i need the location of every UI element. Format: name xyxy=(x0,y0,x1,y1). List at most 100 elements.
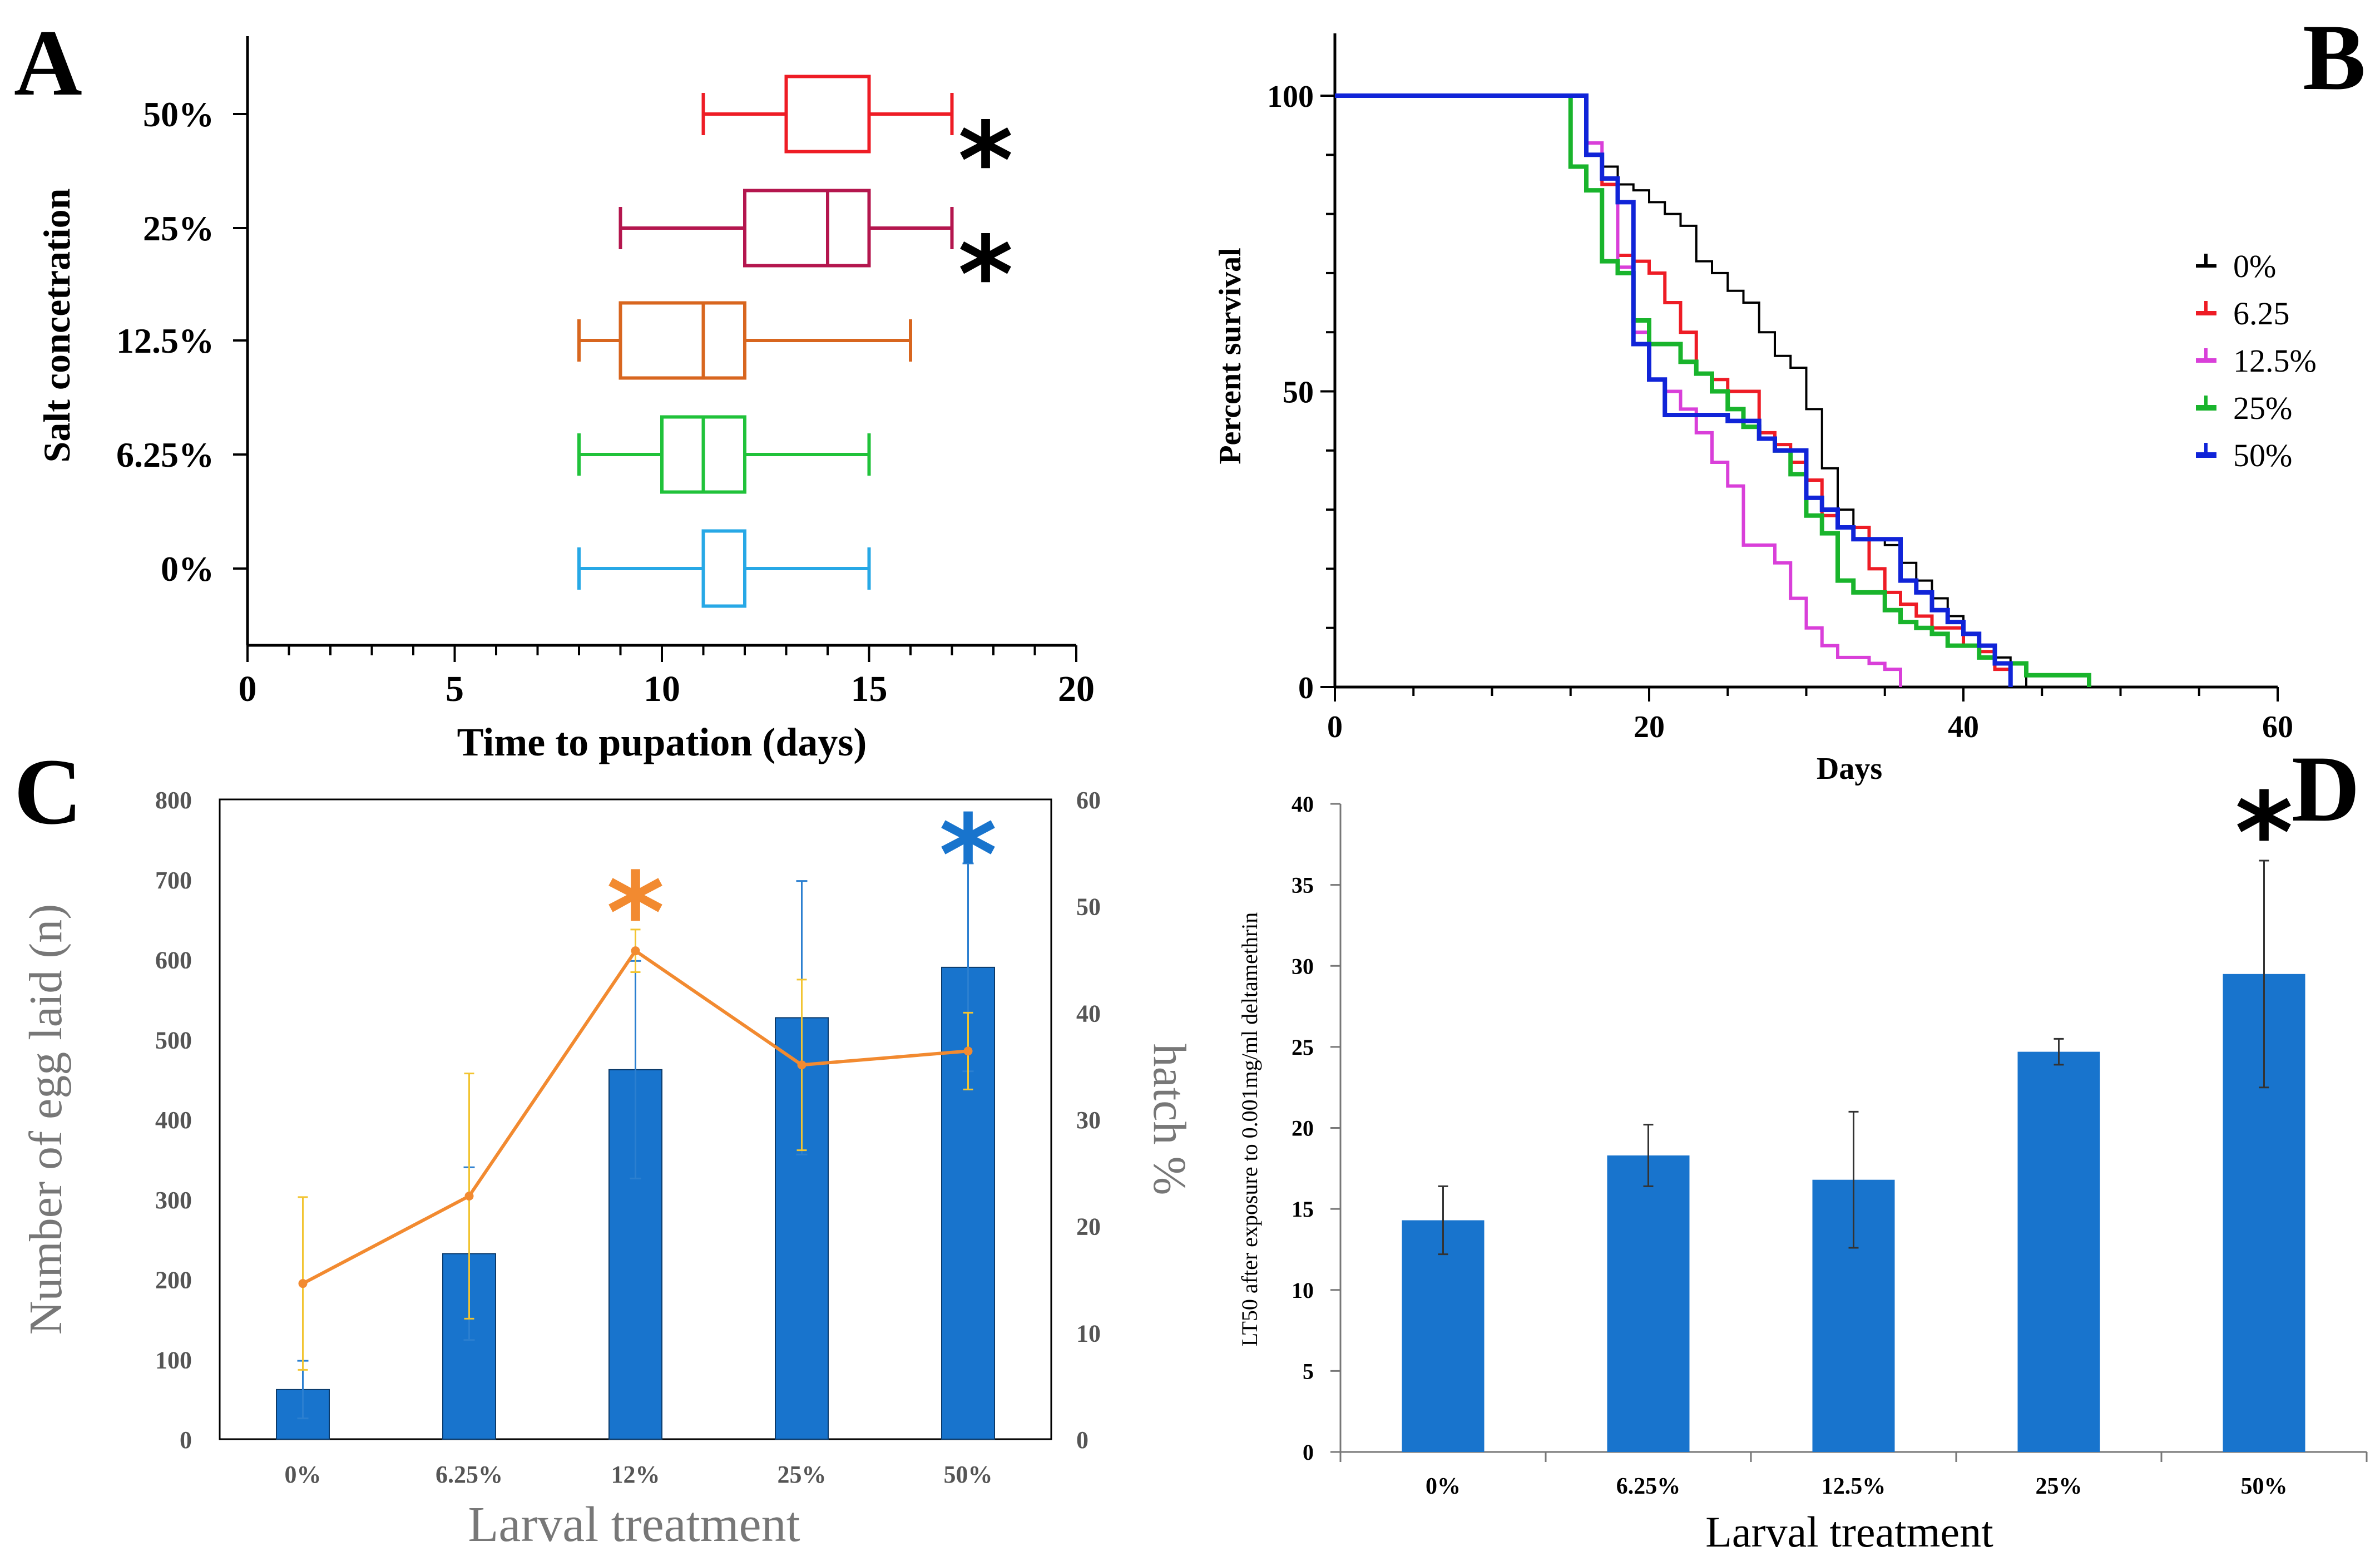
panel-a-box xyxy=(618,189,954,268)
panel-d-y-tick-label: 35 xyxy=(1292,873,1314,898)
panel-d-category-label: 12.5% xyxy=(1822,1474,1886,1499)
panel-d-bar-group xyxy=(1402,1185,1485,1452)
panel-a-iqr-box xyxy=(784,75,871,154)
panel-d-category-label: 6.25% xyxy=(1616,1474,1681,1499)
panel-c-hatch-point xyxy=(631,946,640,956)
panel-b-legend-label: 12.5% xyxy=(2233,343,2317,379)
panel-a-x-axis-label: Time to pupation (days) xyxy=(457,720,867,764)
panel-d-y-tick-label: 40 xyxy=(1292,792,1314,817)
panel-a-category-label: 6.25% xyxy=(116,435,214,475)
panel-b-legend-entry: 6.25 xyxy=(2196,295,2290,332)
panel-a-category-label: 50% xyxy=(143,95,214,134)
panel-c-y2-tick-label: 10 xyxy=(1076,1320,1101,1347)
panel-d-y-tick-label: 30 xyxy=(1292,954,1314,979)
panel-d-bar-group xyxy=(2017,1038,2100,1452)
panel-a-box xyxy=(701,75,954,154)
panel-d-y-tick-label: 0 xyxy=(1303,1440,1314,1465)
panel-c-category-label: 0% xyxy=(285,1461,321,1488)
panel-letter-b: B xyxy=(2303,5,2366,110)
panel-d-y-tick-label: 20 xyxy=(1292,1116,1314,1141)
panel-c-hatch-point xyxy=(464,1192,474,1201)
panel-a-x-tick-label: 5 xyxy=(446,669,464,709)
panel-a-category-label: 12.5% xyxy=(116,321,214,360)
panel-b-legend-label: 25% xyxy=(2233,390,2292,426)
panel-c-bar-group xyxy=(775,880,829,1440)
panel-c-y2-tick-label: 20 xyxy=(1076,1213,1101,1241)
panel-d-y-tick-label: 10 xyxy=(1292,1278,1314,1303)
panel-c-y2-tick-label: 50 xyxy=(1076,893,1101,921)
panel-d-bar xyxy=(1607,1155,1690,1452)
panel-d-y-tick-label: 15 xyxy=(1292,1197,1314,1222)
panel-b-legend-label: 50% xyxy=(2233,437,2292,473)
panel-c-hatch-point xyxy=(298,1279,308,1288)
panel-b-legend-entry: 0% xyxy=(2196,248,2276,284)
panel-c-y-tick-label: 800 xyxy=(155,787,192,814)
panel-c-hatch-point xyxy=(797,1060,806,1070)
panel-c-y-tick-label: 100 xyxy=(155,1346,192,1374)
panel-b-legend-entry: 25% xyxy=(2196,390,2292,426)
panel-a-iqr-box xyxy=(701,529,746,608)
panel-d-bar xyxy=(2017,1051,2100,1452)
panel-b-x-tick-label: 20 xyxy=(1634,710,1665,744)
panel-c-category-label: 50% xyxy=(944,1461,993,1488)
panel-d-bar-group xyxy=(2223,859,2305,1452)
panel-b-series-line xyxy=(1335,93,2091,687)
panel-c-y2-tick-label: 0 xyxy=(1076,1426,1088,1454)
panel-b-legend-entry: 12.5% xyxy=(2196,343,2317,379)
panel-d-bar-group xyxy=(1607,1124,1690,1452)
panel-d-bar-group xyxy=(1812,1110,1895,1452)
panel-d-y-tick-label: 5 xyxy=(1303,1359,1314,1384)
panel-c-y2-tick-label: 40 xyxy=(1076,1000,1101,1027)
panel-c-category-label: 6.25% xyxy=(436,1461,503,1488)
panel-d-x-axis-label: Larval treatment xyxy=(1705,1508,1993,1556)
panel-c-y-tick-label: 300 xyxy=(155,1187,192,1214)
panel-c-significance-star: * xyxy=(606,849,665,979)
panel-b-x-tick-label: 60 xyxy=(2262,710,2293,744)
panel-c-y-tick-label: 0 xyxy=(180,1426,192,1454)
panel-a-x-tick-label: 20 xyxy=(1058,669,1095,709)
panel-a-y-axis-label: Salt concetration xyxy=(36,189,78,463)
panel-d-y-axis-label: LT50 after exposure to 0.001mg/ml deltam… xyxy=(1237,912,1262,1347)
panel-b-legend-entry: 50% xyxy=(2196,437,2292,473)
panel-c-y2-tick-label: 30 xyxy=(1076,1106,1101,1134)
panel-b-legend-label: 6.25 xyxy=(2233,295,2290,332)
panel-a-category-label: 0% xyxy=(161,549,214,589)
panel-a-box xyxy=(577,415,871,494)
panel-a-boxplot: 0 5 10 15 20 50% 25% 12.5% 6.25% 0% ** Time to p… xyxy=(36,36,1095,764)
panel-a-x-tick-label: 0 xyxy=(239,669,257,709)
panel-c-hatch-point xyxy=(963,1046,973,1056)
panel-c-significance-star: * xyxy=(939,791,997,921)
panel-a-significance-star: * xyxy=(958,100,1013,223)
panel-c-category-label: 12% xyxy=(611,1461,660,1488)
panel-a-box xyxy=(577,301,912,380)
panel-b-y-axis-label: Percent survival xyxy=(1213,248,1248,464)
panel-a-x-tick-label: 10 xyxy=(644,669,680,709)
panel-c-y-tick-label: 200 xyxy=(155,1267,192,1294)
panel-d-lt50: 0 5 10 15 20 25 30 35 40 0% 6.25% 12.5% 25% 50% * La… xyxy=(1237,769,2368,1556)
panel-d-category-label: 25% xyxy=(2036,1474,2082,1499)
panel-c-y-tick-label: 500 xyxy=(155,1026,192,1054)
panel-b-y-tick-label: 50 xyxy=(1283,376,1314,410)
panel-d-category-label: 50% xyxy=(2241,1474,2288,1499)
panel-c-y-tick-label: 700 xyxy=(155,867,192,894)
panel-a-significance-star: * xyxy=(958,214,1013,337)
panel-d-significance-star: * xyxy=(2235,769,2293,898)
panel-b-y-tick-label: 100 xyxy=(1267,80,1314,114)
panel-c-bar-group xyxy=(276,1360,330,1440)
panel-c-bar-group xyxy=(608,960,662,1440)
panel-d-bar xyxy=(1402,1220,1485,1452)
panel-b-series-line xyxy=(1335,94,2012,687)
panel-a-iqr-box xyxy=(618,301,746,380)
panel-d-category-label: 0% xyxy=(1426,1474,1461,1499)
panel-a-category-label: 25% xyxy=(143,209,214,248)
panel-a-iqr-box xyxy=(743,189,871,268)
panel-b-y-tick-label: 0 xyxy=(1298,671,1314,705)
panel-c-category-label: 25% xyxy=(778,1461,827,1488)
panel-a-x-tick-label: 15 xyxy=(851,669,888,709)
panel-letter-a: A xyxy=(14,11,82,115)
panel-letter-c: C xyxy=(14,739,82,844)
panel-b-x-tick-label: 40 xyxy=(1948,710,1979,744)
panel-c-bar-group xyxy=(941,862,995,1440)
